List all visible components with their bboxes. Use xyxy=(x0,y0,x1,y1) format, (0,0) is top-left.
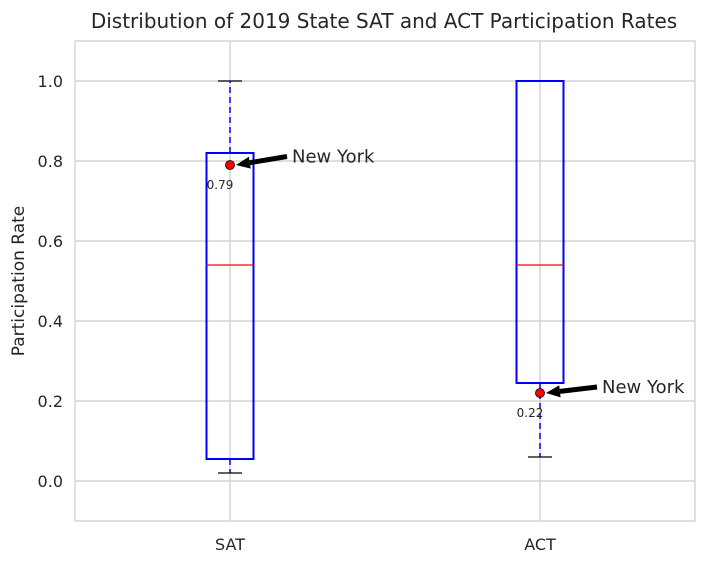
grid-layer xyxy=(75,41,695,521)
y-tick-label: 1.0 xyxy=(38,72,63,91)
x-tick-label: SAT xyxy=(215,535,245,554)
annotation-label: New York xyxy=(602,377,685,398)
value-label: 0.22 xyxy=(517,406,544,420)
highlight-point xyxy=(535,388,545,398)
y-tick-label: 0.0 xyxy=(38,472,63,491)
x-tick-label: ACT xyxy=(524,535,556,554)
annotations-layer: New York 0.79 New York 0.22 xyxy=(207,147,685,421)
chart-title: Distribution of 2019 State SAT and ACT P… xyxy=(91,9,677,33)
annotation-arrow xyxy=(249,154,288,166)
highlight-point xyxy=(225,160,235,170)
annotation-arrowhead xyxy=(236,156,251,169)
y-axis-label: Participation Rate xyxy=(9,206,29,357)
y-tick-label: 0.8 xyxy=(38,152,63,171)
annotation-label: New York xyxy=(292,147,375,168)
annotation-arrow xyxy=(559,384,598,394)
boxes-layer xyxy=(205,80,565,474)
iqr-box xyxy=(205,152,255,460)
iqr-box xyxy=(515,80,565,384)
y-tick-label: 0.4 xyxy=(38,312,63,331)
highlight-act: New York 0.22 xyxy=(517,377,685,420)
annotation-arrowhead xyxy=(546,385,561,398)
y-tick-label: 0.6 xyxy=(38,232,63,251)
ticks-layer: 0.0 0.2 0.4 0.6 0.8 1.0 SAT ACT xyxy=(38,72,556,554)
y-tick-label: 0.2 xyxy=(38,392,63,411)
value-label: 0.79 xyxy=(207,178,234,192)
box-sat xyxy=(205,80,255,474)
highlight-sat: New York 0.79 xyxy=(207,147,375,193)
plot-frame xyxy=(74,40,696,522)
